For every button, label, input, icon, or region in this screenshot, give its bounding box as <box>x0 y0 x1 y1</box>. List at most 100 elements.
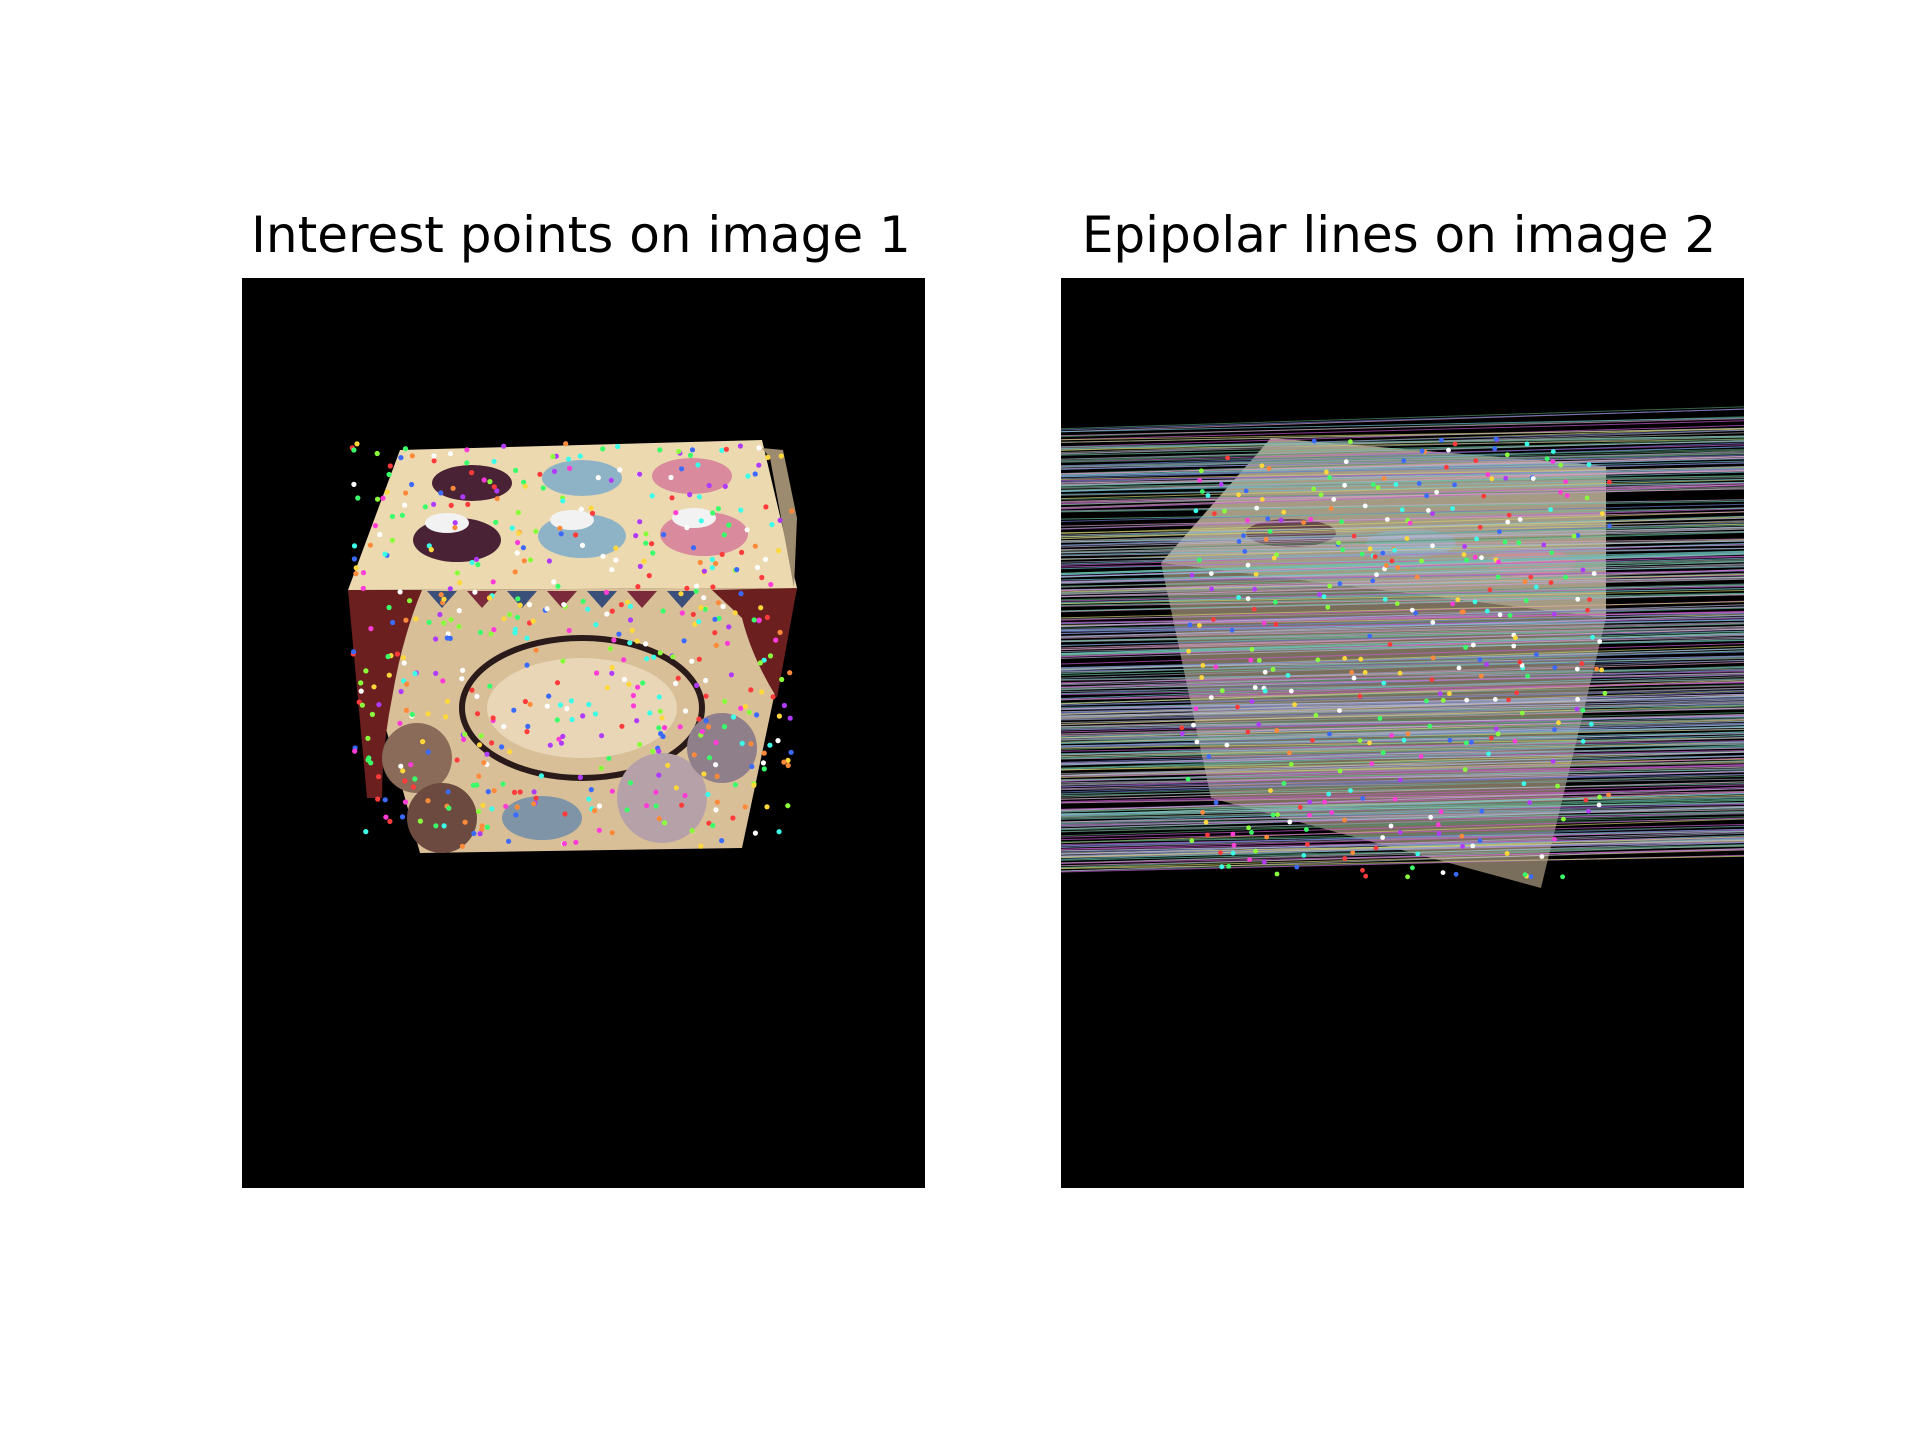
interest-point <box>368 760 374 766</box>
interest-point <box>517 789 523 795</box>
interest-point <box>1477 838 1483 843</box>
interest-point <box>1550 759 1556 764</box>
interest-point <box>1419 448 1425 454</box>
interest-point <box>1517 659 1523 665</box>
interest-point <box>585 606 591 612</box>
interest-point <box>751 617 757 623</box>
interest-point <box>1281 781 1287 786</box>
interest-point <box>1360 867 1365 873</box>
interest-point <box>363 829 369 835</box>
interest-point <box>359 702 365 708</box>
interest-point <box>1271 555 1277 561</box>
interest-point <box>1453 871 1459 877</box>
interest-point <box>728 672 734 678</box>
interest-point <box>452 520 458 526</box>
interest-point <box>1478 673 1484 679</box>
interest-point <box>1528 874 1534 879</box>
interest-point <box>368 626 374 632</box>
epipolar-line <box>1061 500 1744 513</box>
interest-point <box>1469 739 1474 745</box>
interest-point <box>1374 572 1379 578</box>
interest-point <box>603 589 610 595</box>
interest-point <box>480 802 486 808</box>
interest-point <box>515 509 521 516</box>
interest-point <box>1179 725 1185 731</box>
interest-point <box>1373 845 1379 851</box>
interest-point <box>709 565 715 571</box>
interest-point <box>1236 492 1241 498</box>
epipolar-line <box>1061 557 1744 578</box>
epipolar-line <box>1061 818 1744 844</box>
interest-point <box>1304 827 1309 832</box>
interest-point <box>779 676 785 683</box>
interest-point <box>390 619 396 626</box>
interest-point <box>491 484 497 490</box>
interest-point <box>1278 517 1284 523</box>
interest-point <box>1522 872 1528 877</box>
interest-point <box>367 542 373 548</box>
interest-point <box>515 596 521 602</box>
interest-point <box>1305 842 1310 847</box>
interest-point <box>690 611 696 617</box>
interest-point <box>1311 486 1317 492</box>
interest-point <box>450 485 456 491</box>
epipolar-line <box>1061 718 1744 743</box>
interest-point <box>372 523 378 529</box>
interest-point <box>1235 704 1240 710</box>
interest-point <box>608 477 614 483</box>
interest-point <box>609 670 615 676</box>
interest-point <box>403 617 409 623</box>
interest-point <box>781 702 788 709</box>
interest-point <box>1230 831 1236 837</box>
interest-point <box>1262 688 1268 694</box>
interest-point <box>1193 508 1199 514</box>
interest-point <box>716 615 722 621</box>
interest-point <box>431 458 437 464</box>
interest-point <box>1270 667 1276 672</box>
interest-point <box>1213 800 1219 806</box>
epipolar-line <box>1061 701 1744 720</box>
epipolar-line <box>1061 531 1744 552</box>
interest-point <box>1550 459 1556 464</box>
interest-point <box>1357 738 1363 743</box>
interest-point <box>398 688 404 695</box>
interest-point <box>770 694 776 700</box>
interest-point <box>788 749 794 755</box>
interest-point <box>1367 546 1373 552</box>
interest-point <box>1397 670 1403 676</box>
interest-point <box>1602 690 1608 696</box>
interest-point <box>1198 468 1204 474</box>
interest-point <box>713 762 719 768</box>
interest-point <box>621 657 627 663</box>
interest-point <box>1599 511 1605 516</box>
interest-point <box>1342 482 1347 488</box>
epipolar-line <box>1061 444 1744 463</box>
interest-point <box>462 819 468 825</box>
interest-point <box>662 820 668 826</box>
interest-point <box>1479 808 1485 814</box>
interest-point <box>1486 751 1491 757</box>
image-1-title: Interest points on image 1 <box>251 206 911 264</box>
interest-point <box>573 839 579 845</box>
interest-point <box>778 453 784 459</box>
epipolar-line <box>1061 621 1744 638</box>
interest-point <box>1380 550 1386 556</box>
interest-point <box>1597 794 1602 800</box>
interest-point <box>1428 814 1434 820</box>
interest-point <box>1252 685 1258 690</box>
interest-point <box>762 556 769 562</box>
interest-point <box>382 551 388 557</box>
interest-point <box>1389 733 1394 738</box>
interest-point <box>593 622 599 628</box>
interest-point <box>1563 574 1568 580</box>
interest-point <box>1324 469 1329 475</box>
interest-point <box>431 453 437 459</box>
epipolar-line <box>1061 806 1744 830</box>
interest-point <box>1372 554 1378 559</box>
interest-point <box>1521 781 1527 787</box>
interest-point <box>409 453 415 459</box>
interest-point <box>637 471 643 477</box>
interest-point <box>462 731 468 737</box>
epipolar-line <box>1061 619 1744 632</box>
epipolar-line <box>1061 577 1744 591</box>
